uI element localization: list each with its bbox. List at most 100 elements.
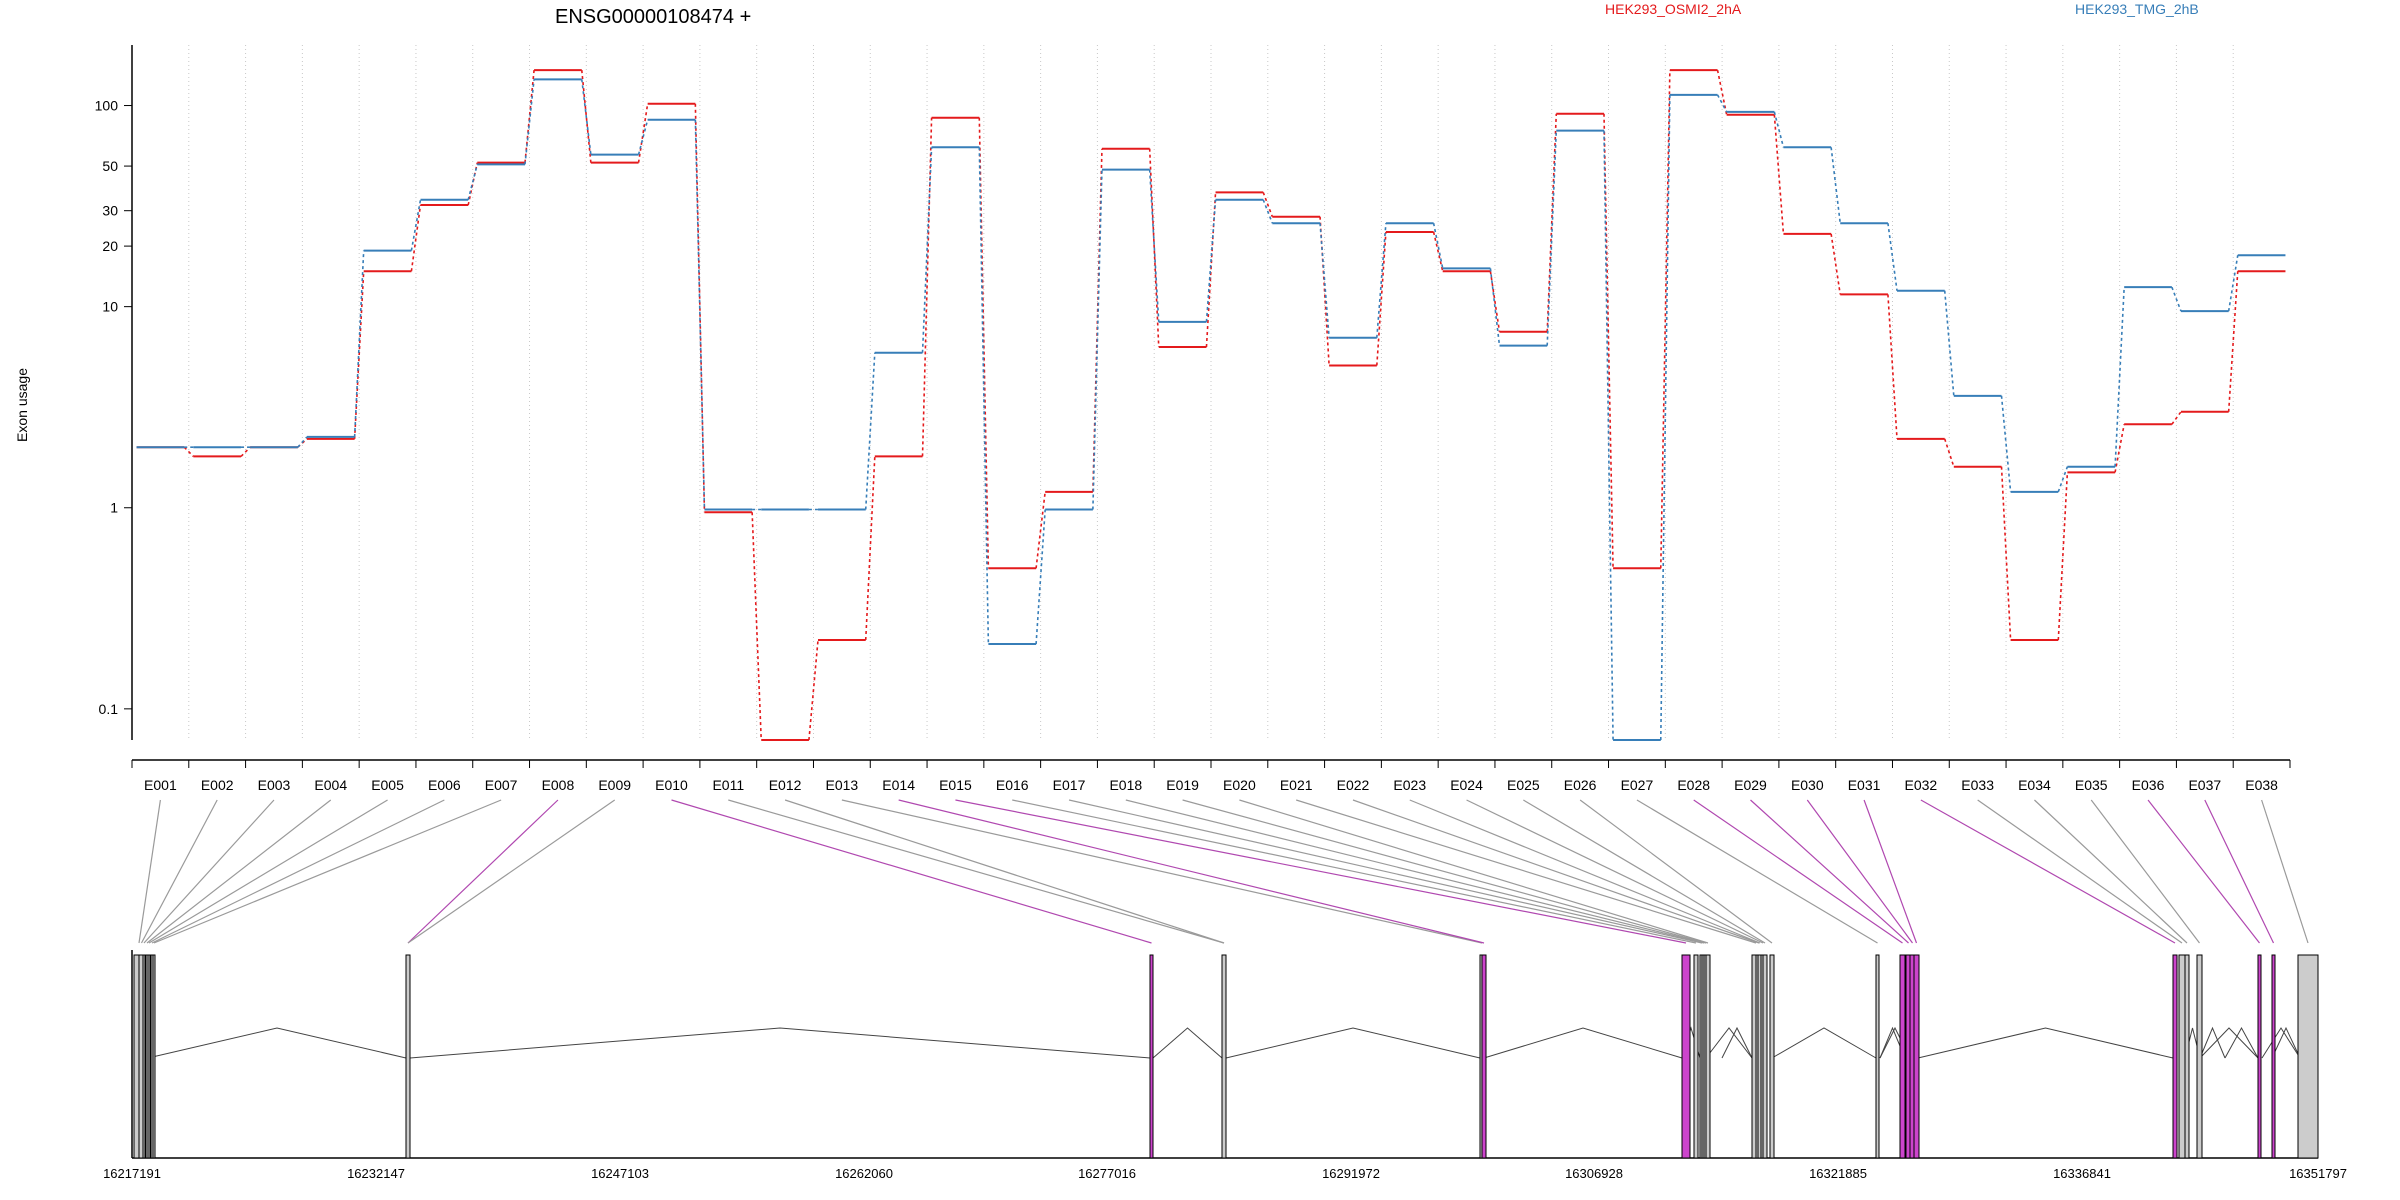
usage-transition xyxy=(1489,271,1501,332)
genomic-coordinate-label: 16291972 xyxy=(1322,1166,1380,1181)
intron-arc xyxy=(409,1027,1151,1059)
exon-connector xyxy=(1579,799,1773,944)
exon-box xyxy=(1693,954,1699,1159)
y-tick-label: 10 xyxy=(102,299,118,315)
usage-transition xyxy=(1887,294,1898,439)
x-tick-label: E014 xyxy=(882,777,915,793)
x-tick-label: E020 xyxy=(1223,777,1256,793)
usage-transition xyxy=(410,199,422,251)
intron-arc xyxy=(1705,1027,1753,1059)
genomic-coordinate-label: 16306928 xyxy=(1565,1166,1623,1181)
usage-transition xyxy=(1148,169,1160,322)
y-tick-label: 30 xyxy=(102,203,118,219)
exon-box xyxy=(2184,954,2190,1159)
usage-transition xyxy=(1432,231,1444,272)
x-tick-label: E005 xyxy=(371,777,404,793)
usage-transition xyxy=(297,436,308,448)
exon-box xyxy=(1481,954,1487,1159)
usage-transition xyxy=(637,119,649,155)
exon-connector xyxy=(2261,799,2309,944)
exon-box xyxy=(142,954,146,1159)
intron-arc xyxy=(1152,1027,1223,1059)
genomic-coordinate-label: 16321885 xyxy=(1809,1166,1867,1181)
x-tick-label: E018 xyxy=(1109,777,1142,793)
exon-connector xyxy=(138,799,161,944)
exon-box xyxy=(1681,954,1691,1159)
exon-box xyxy=(152,954,156,1159)
genomic-coordinate-label: 16232147 xyxy=(347,1166,405,1181)
x-tick-label: E001 xyxy=(144,777,177,793)
exon-box xyxy=(2196,954,2203,1159)
series-lines xyxy=(136,69,2286,741)
exon-box xyxy=(1221,954,1227,1159)
x-tick-label: E032 xyxy=(1905,777,1938,793)
exon-connector xyxy=(841,799,1483,944)
usage-transition xyxy=(1262,192,1274,217)
exon-box xyxy=(2271,954,2276,1159)
y-tick-label: 50 xyxy=(102,158,118,174)
x-tick-label: E036 xyxy=(2132,777,2165,793)
exon-connector xyxy=(1920,799,2176,944)
x-tick-label: E030 xyxy=(1791,777,1824,793)
y-tick-label: 20 xyxy=(102,238,118,254)
exon-connector xyxy=(1125,799,1705,944)
usage-transition xyxy=(2057,466,2069,493)
exon-connector xyxy=(1806,799,1913,944)
series-tmg xyxy=(136,78,2286,741)
usage-transition xyxy=(1319,223,1330,338)
exon-connector xyxy=(1296,799,1757,944)
x-tick-label: E013 xyxy=(826,777,859,793)
exon-connector xyxy=(1068,799,1703,944)
legend-series-tmg: HEK293_TMG_2hB xyxy=(2075,1,2199,17)
y-tick-label: 1 xyxy=(110,500,118,516)
exon-box xyxy=(2297,954,2319,1159)
intron-arc xyxy=(1771,1027,1877,1059)
chart-title: ENSG00000108474 + xyxy=(555,6,751,28)
exon-connector xyxy=(1352,799,1760,944)
x-tick-label: E010 xyxy=(655,777,688,793)
exon-connector xyxy=(1239,799,1709,944)
usage-transition xyxy=(751,512,763,741)
exon-box xyxy=(1705,954,1711,1159)
exon-connector xyxy=(148,799,388,944)
usage-transition xyxy=(2171,411,2182,425)
exon-box xyxy=(1762,954,1768,1159)
exon-box xyxy=(405,954,411,1159)
usage-transition xyxy=(1319,216,1330,366)
exon-connector xyxy=(146,799,332,944)
intron-arc xyxy=(2261,1027,2301,1059)
axes: 0.1 1 10 20 30 50 100 E001 E002 E003 E004 E005 E006 E… xyxy=(95,45,2291,793)
x-tick-label: E024 xyxy=(1450,777,1483,793)
usage-transition xyxy=(1205,199,1217,322)
usage-transition xyxy=(183,446,194,457)
gene-model: 16217191 16232147 16247103 16262060 16277016… xyxy=(103,950,2347,1181)
x-tick-label: E031 xyxy=(1848,777,1881,793)
usage-transition xyxy=(1603,130,1614,741)
usage-transition xyxy=(1773,114,1785,234)
genomic-coordinate-label: 16277016 xyxy=(1078,1166,1136,1181)
exon-connector xyxy=(671,799,1152,944)
intron-arc xyxy=(1917,1027,2174,1059)
exon-connector xyxy=(1012,799,1697,944)
x-tick-label: E027 xyxy=(1621,777,1654,793)
intron-arc xyxy=(1721,1026,1753,1059)
exon-connector xyxy=(898,799,1485,944)
usage-transition xyxy=(1830,147,1842,224)
usage-transition xyxy=(580,79,592,155)
usage-transition xyxy=(1262,199,1274,224)
grid-lines xyxy=(188,45,2234,740)
x-tick-label: E002 xyxy=(201,777,234,793)
exon-connector xyxy=(1182,799,1707,944)
exon-box xyxy=(2172,954,2178,1159)
usage-transition xyxy=(864,456,876,641)
usage-transition xyxy=(1035,509,1046,645)
usage-transition xyxy=(1432,223,1444,269)
intron-arc xyxy=(2224,1026,2259,1059)
exon-connector xyxy=(1409,799,1761,944)
exon-connector xyxy=(784,799,1225,944)
usage-transition xyxy=(2000,466,2012,641)
usage-transition xyxy=(2114,424,2125,473)
exon-connector xyxy=(1750,799,1909,944)
usage-transition xyxy=(1205,192,1217,348)
